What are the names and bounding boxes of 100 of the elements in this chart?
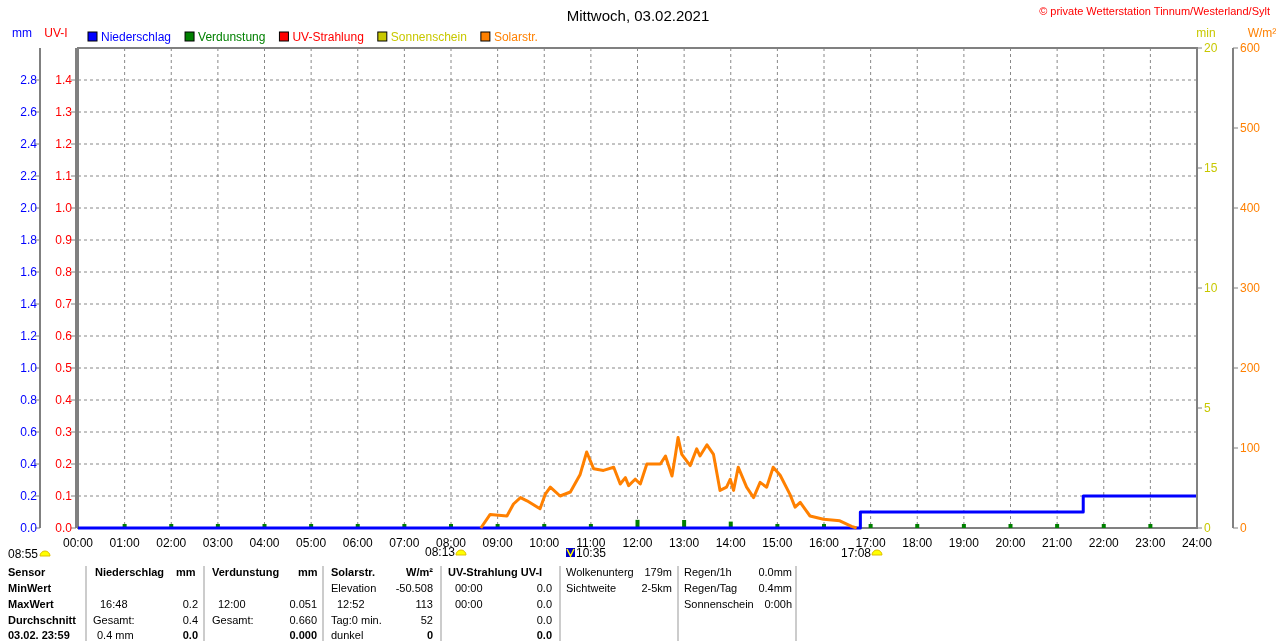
- y2-tick-label: 600: [1240, 41, 1261, 55]
- text: mm: [176, 566, 196, 578]
- y2-tick-label: 1.3: [55, 105, 73, 119]
- y-tick-label: 5: [1204, 401, 1211, 415]
- y2-tick-label: 1.2: [55, 137, 73, 151]
- text: 0.4mm: [758, 582, 792, 594]
- y-tick-label: 0.2: [20, 489, 38, 503]
- x-tick-label: 19:00: [948, 536, 980, 550]
- text: 0.0: [536, 598, 552, 610]
- text: 00:00: [455, 582, 483, 594]
- text: Sonnenschein: [684, 598, 754, 610]
- y-tick-label: 20: [1204, 41, 1218, 55]
- x-tick-label: 05:00: [296, 536, 327, 550]
- y-tick-label: 1.0: [20, 361, 38, 375]
- y-tick-label: 0.6: [20, 425, 38, 439]
- text: Niederschlag: [95, 566, 165, 578]
- y2-tick-label: 1.4: [55, 73, 73, 87]
- text: 113: [415, 598, 433, 610]
- y-tick-label: 2.4: [20, 137, 38, 151]
- y2-tick-label: 0: [1240, 521, 1247, 535]
- x-tick-label: 14:00: [715, 536, 747, 550]
- y-tick-label: 2.8: [20, 73, 38, 87]
- y-tick-label: 2.0: [20, 201, 38, 215]
- y2-tick-label: 100: [1240, 441, 1261, 455]
- text: Gesamt:: [93, 614, 135, 626]
- y-tick-label: 0.4: [20, 457, 38, 471]
- text: W/m²: [406, 566, 434, 578]
- text: dunkel: [331, 629, 364, 641]
- y2-tick-label: 0.6: [55, 329, 73, 343]
- y2-tick-label: 0.7: [55, 297, 73, 311]
- y-tick-label: 0.8: [20, 393, 38, 407]
- x-tick-label: 07:00: [389, 536, 420, 550]
- text: Gesamt:: [212, 614, 254, 626]
- text: Durchschnitt: [8, 614, 77, 626]
- text: Verdunstung: [212, 566, 280, 578]
- text: Elevation: [331, 582, 377, 594]
- y-tick-label: 15: [1204, 161, 1218, 175]
- y-tick-label: 10: [1204, 281, 1218, 295]
- y2-tick-label: 0.1: [55, 489, 73, 503]
- text: 2-5km: [641, 582, 672, 594]
- text: 0.0mm: [758, 566, 792, 578]
- text: 03.02. 23:59: [8, 629, 70, 641]
- y-tick-label: 1.4: [20, 297, 38, 311]
- y2-tick-label: 200: [1240, 361, 1261, 375]
- y2-axis-title: UV-I: [44, 26, 68, 40]
- x-tick-label: 20:00: [995, 536, 1026, 550]
- y-tick-label: 1.8: [20, 233, 38, 247]
- text: Sichtweite: [566, 582, 617, 594]
- text: -50.508: [395, 582, 433, 594]
- text: Solarstr.: [331, 566, 376, 578]
- y-tick-label: 2.6: [20, 105, 38, 119]
- y-tick-label: 0: [1204, 521, 1211, 535]
- x-tick-label: 21:00: [1042, 536, 1073, 550]
- y2-tick-label: 1.0: [55, 201, 73, 215]
- text: © private Wetterstation Tinnum/Westerland/Sylt: [1039, 5, 1270, 17]
- text: 00:00: [455, 598, 483, 610]
- text: Regen/Tag: [684, 582, 738, 594]
- text: 0.051: [289, 598, 317, 610]
- x-tick-label: 24:00: [1181, 536, 1213, 550]
- y2-tick-label: 0.3: [55, 425, 73, 439]
- legend-label: Solarstr.: [493, 30, 538, 44]
- text: 0.0: [536, 629, 552, 641]
- text: 0.660: [289, 614, 317, 626]
- text: Sensor: [8, 566, 47, 578]
- text: UV-Strahlung UV-I: [448, 566, 543, 578]
- text: 0.0: [182, 629, 198, 641]
- text: 0:00h: [764, 598, 792, 610]
- text: 52: [420, 614, 433, 626]
- y2-tick-label: 0.5: [55, 361, 73, 375]
- text: 0.0: [536, 582, 552, 594]
- y2-tick-label: 400: [1240, 201, 1261, 215]
- text: MinWert: [8, 582, 52, 594]
- x-tick-label: 22:00: [1088, 536, 1120, 550]
- y2-tick-label: 0.8: [55, 265, 73, 279]
- text: Wolkenunterg: [566, 566, 634, 578]
- text: 0.4: [182, 614, 198, 626]
- text: 0: [426, 629, 433, 641]
- legend-label: UV-Strahlung: [292, 30, 364, 44]
- y2-tick-label: 0.2: [55, 457, 73, 471]
- x-tick-label: 13:00: [669, 536, 700, 550]
- x-tick-label: 00:00: [62, 536, 94, 550]
- text: 12:52: [337, 598, 365, 610]
- x-tick-label: 10:00: [529, 536, 560, 550]
- y-tick-label: 2.2: [20, 169, 38, 183]
- chart-title: Mittwoch, 03.02.2021: [566, 7, 710, 24]
- y-tick-label: 1.2: [20, 329, 38, 343]
- legend-label: Verdunstung: [198, 30, 266, 44]
- x-tick-label: 15:00: [762, 536, 793, 550]
- y2-tick-label: 0.9: [55, 233, 73, 247]
- text: 0.4 mm: [97, 629, 134, 641]
- x-tick-label: 23:00: [1135, 536, 1166, 550]
- x-tick-label: 03:00: [202, 536, 234, 550]
- x-tick-label: 12:00: [622, 536, 653, 550]
- y2-tick-label: 500: [1240, 121, 1261, 135]
- y2-axis-title: W/m²: [1247, 26, 1277, 40]
- y-axis-title: mm: [12, 26, 32, 40]
- y2-tick-label: 300: [1240, 281, 1261, 295]
- text: 08:55: [8, 547, 39, 561]
- legend-label: Sonnenschein: [390, 30, 467, 44]
- line-series: [479, 436, 859, 530]
